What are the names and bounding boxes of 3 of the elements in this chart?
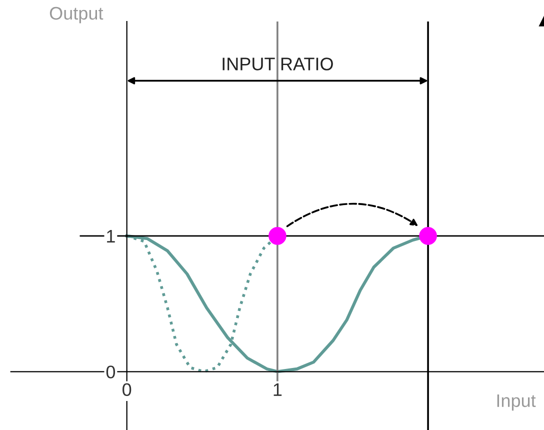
y-axis-title: Output [50,6,104,24]
annotation: INPUT RATIO [222,58,333,70]
x-axis-title: Input [497,394,536,411]
